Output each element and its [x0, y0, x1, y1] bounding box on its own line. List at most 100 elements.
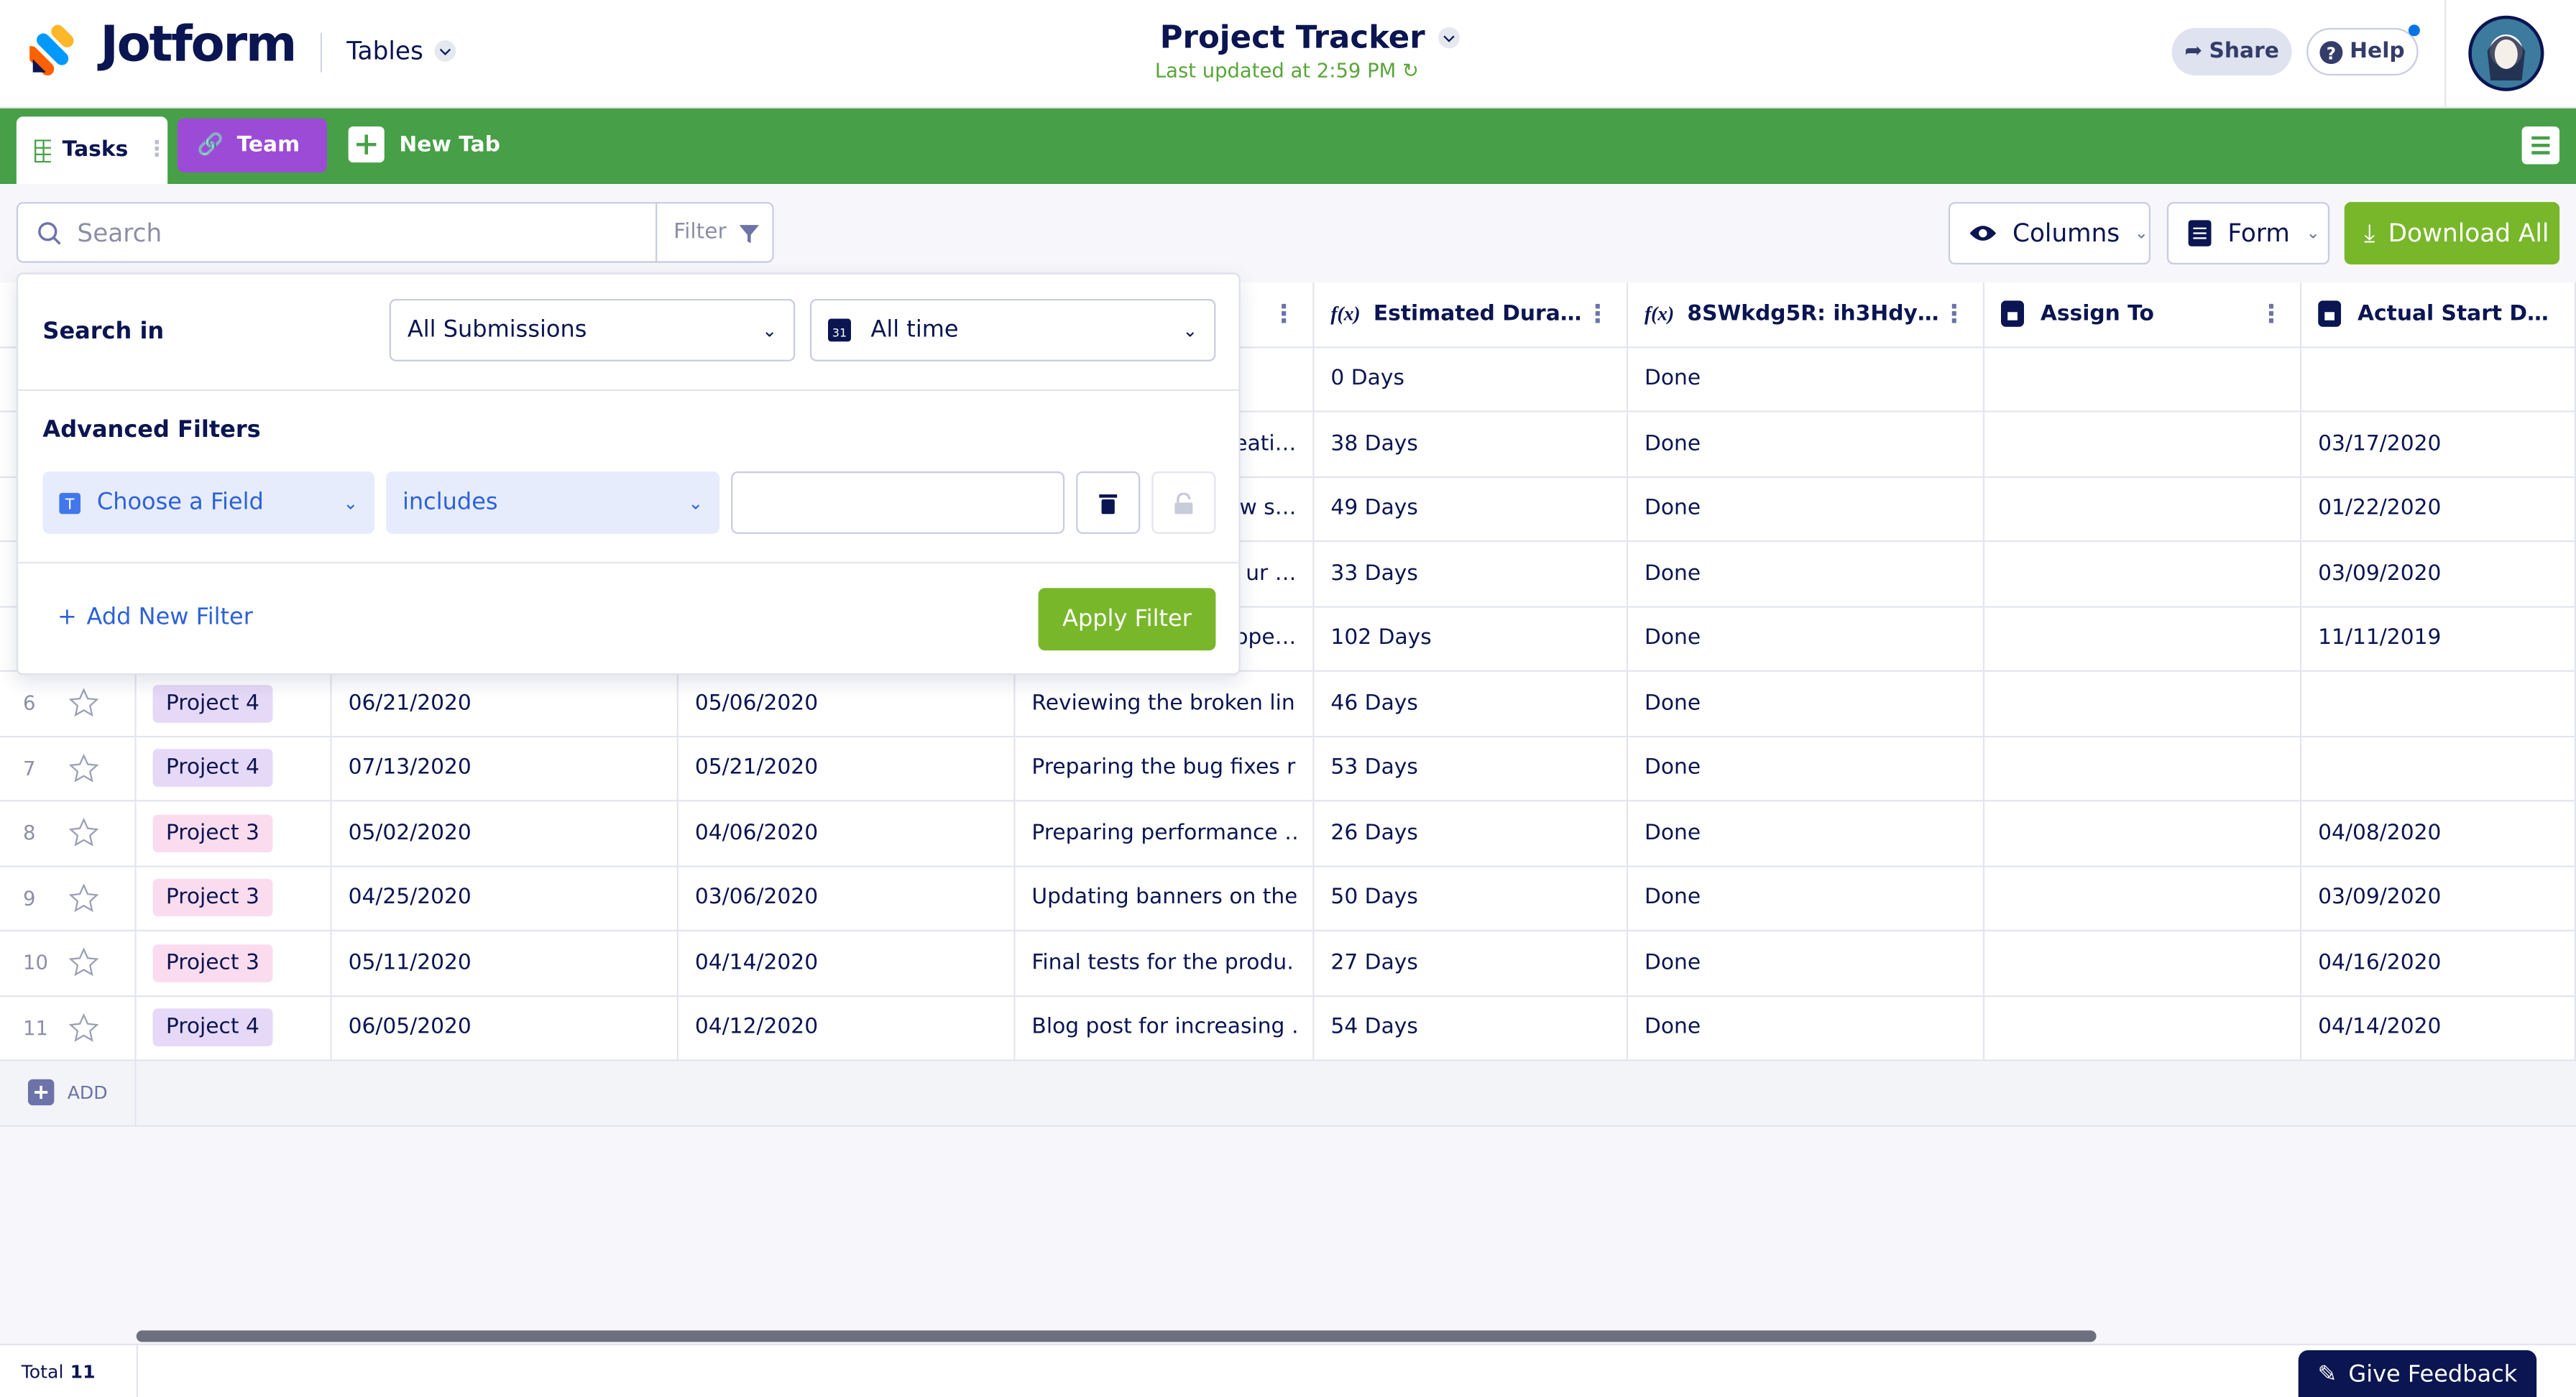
status-cell: Done	[1628, 737, 1985, 802]
cell-text: 102 Days	[1330, 626, 1432, 651]
field-select[interactable]: T Choose a Field ⌄	[42, 471, 375, 534]
column-header[interactable]: f(x) Estimated Durati… ⋮	[1314, 282, 1629, 348]
cell-text: Done	[1644, 431, 1701, 456]
filter-button[interactable]: Filter	[655, 202, 774, 263]
footer: Total 11	[0, 1343, 2576, 1397]
assign-cell	[1984, 347, 2302, 412]
plus-icon	[348, 126, 385, 163]
start-date-cell: 03/06/2020	[678, 866, 1016, 931]
cell-text: 04/16/2020	[2318, 950, 2442, 976]
actual-cell: 04/08/2020	[2301, 801, 2576, 867]
assign-cell	[1984, 476, 2302, 543]
scrollbar[interactable]	[136, 1330, 2097, 1342]
project-cell: Project 3	[136, 931, 332, 997]
operator-select[interactable]: includes ⌄	[386, 471, 720, 534]
tables-menu[interactable]: Tables	[346, 36, 456, 65]
column-header[interactable]: Assign To ⋮	[1984, 282, 2302, 348]
status-cell: Done	[1628, 671, 1985, 737]
assign-cell	[1984, 412, 2302, 477]
share-button[interactable]: ➦ Share	[2171, 27, 2292, 76]
help-button[interactable]: ? Help	[2306, 27, 2419, 76]
tab-new[interactable]: New Tab	[348, 126, 500, 163]
row-number-cell: 10	[0, 931, 137, 997]
star-icon[interactable]	[68, 753, 99, 783]
apply-filter-button[interactable]: Apply Filter	[1038, 588, 1216, 651]
project-tag: Project 3	[152, 944, 273, 982]
cell-text: 38 Days	[1330, 431, 1418, 456]
submissions-select[interactable]: All Submissions ⌄	[389, 298, 796, 361]
column-title: Assign To	[2040, 301, 2154, 327]
star-icon[interactable]	[68, 948, 99, 977]
tab-team[interactable]: 🔗 Team	[177, 118, 327, 172]
form-label: Form	[2227, 218, 2290, 249]
description-cell: Reviewing the broken lin…	[1015, 671, 1315, 737]
columns-button[interactable]: Columns ⌄	[1948, 202, 2150, 264]
star-icon[interactable]	[68, 818, 99, 848]
tab-tasks[interactable]: Tasks ⋮	[16, 116, 167, 184]
actual-cell: 04/14/2020	[2301, 996, 2576, 1061]
actual-cell: 01/22/2020	[2301, 476, 2576, 543]
add-row[interactable]: ADD	[0, 1061, 137, 1126]
status-cell: Done	[1628, 476, 1985, 543]
duration-cell: 49 Days	[1314, 476, 1629, 543]
star-icon[interactable]	[68, 1013, 99, 1043]
menu-button[interactable]	[2521, 126, 2560, 165]
form-button[interactable]: Form ⌄	[2166, 202, 2330, 264]
column-title: Actual Start Date	[2357, 301, 2558, 327]
add-label: ADD	[67, 1082, 108, 1104]
column-title: Estimated Durati…	[1373, 301, 1586, 327]
row-number: 7	[22, 757, 36, 780]
column-header[interactable]: Actual Start Date	[2301, 282, 2576, 348]
duration-cell: 54 Days	[1314, 996, 1629, 1061]
add-filter-label: Add New Filter	[86, 604, 253, 631]
actual-cell	[2301, 671, 2576, 737]
cell-text: 04/14/2020	[694, 950, 819, 976]
status-cell: Done	[1628, 996, 1985, 1061]
start-date-cell: 04/06/2020	[678, 801, 1016, 867]
title-group[interactable]: Project Tracker	[1160, 19, 1461, 56]
delete-button[interactable]	[1076, 471, 1141, 534]
add-filter-link[interactable]: + Add New Filter	[57, 604, 253, 631]
due-date-cell: 06/21/2020	[331, 671, 678, 737]
column-title: 8SWkdg5R: ih3HdyHA	[1687, 301, 1942, 327]
form-icon	[2188, 220, 2212, 246]
cell-text: Done	[1644, 561, 1701, 586]
cell-text: 33 Days	[1330, 561, 1418, 586]
feedback-button[interactable]: ✎ Give Feedback	[2298, 1350, 2537, 1397]
avatar[interactable]	[2467, 15, 2544, 92]
star-icon[interactable]	[68, 883, 99, 913]
star-icon[interactable]	[68, 688, 99, 718]
assign-cell	[1984, 801, 2302, 867]
row-number-cell: 8	[0, 801, 137, 867]
search-placeholder: Search	[77, 217, 162, 247]
project-cell: Project 3	[136, 801, 332, 867]
row-number-cell: 6	[0, 671, 137, 737]
row-number: 8	[22, 821, 36, 845]
search-input[interactable]: Search	[16, 202, 658, 263]
logo-text[interactable]: Jotform	[100, 16, 297, 74]
cell-text: 06/05/2020	[348, 1015, 472, 1041]
top-bar	[0, 0, 2576, 109]
assign-cell	[1984, 866, 2302, 931]
cell-text: 11/11/2019	[2318, 626, 2442, 651]
divider	[18, 561, 1239, 563]
chevron	[1439, 27, 1460, 49]
description-cell: Updating banners on the…	[1015, 866, 1315, 931]
time-select[interactable]: 31 All time ⌄	[809, 298, 1216, 361]
cell-text: Done	[1644, 821, 1701, 846]
cell-text: 05/06/2020	[694, 691, 819, 716]
columns-label: Columns	[2012, 218, 2120, 249]
cell-text: Done	[1644, 626, 1701, 651]
duration-cell: 50 Days	[1314, 866, 1629, 931]
cell-text: Done	[1644, 496, 1701, 522]
column-header[interactable]: f(x) 8SWkdg5R: ih3HdyHA ⋮	[1628, 282, 1985, 348]
due-date-cell: 07/13/2020	[331, 737, 678, 802]
lock-button[interactable]	[1151, 471, 1216, 534]
filter-value-input[interactable]	[731, 471, 1065, 534]
notification-dot	[2408, 24, 2420, 37]
download-button[interactable]: ⤓ Download All	[2344, 202, 2560, 264]
project-cell: Project 3	[136, 866, 332, 931]
project-tag: Project 4	[152, 1008, 273, 1047]
cell-text: 27 Days	[1330, 950, 1418, 976]
